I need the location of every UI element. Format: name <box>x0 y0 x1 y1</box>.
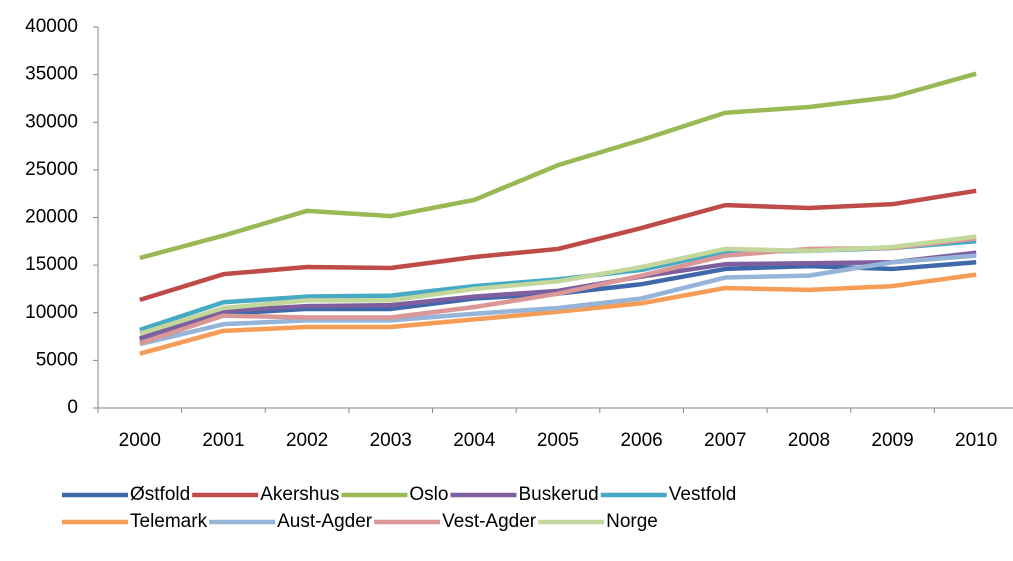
x-tick-label: 2000 <box>119 430 161 451</box>
y-tick-label: 25000 <box>25 159 78 180</box>
x-tick-label: 2009 <box>871 430 913 451</box>
x-tick-label: 2007 <box>704 430 746 451</box>
x-tick-label: 2001 <box>202 430 244 451</box>
legend-label: Vest-Agder <box>442 511 537 532</box>
legend-label: Akershus <box>260 484 339 505</box>
series-line <box>139 234 977 336</box>
series-line <box>139 272 977 356</box>
y-tick-label: 20000 <box>25 207 78 228</box>
x-tick-label: 2005 <box>537 430 579 451</box>
legend-label: Norge <box>606 511 658 532</box>
x-tick-label: 2010 <box>955 430 997 451</box>
series-line <box>139 188 977 303</box>
y-tick-label: 30000 <box>25 111 78 132</box>
x-tick-label: 2002 <box>286 430 328 451</box>
legend-label: Buskerud <box>518 484 598 505</box>
y-tick-label: 10000 <box>25 302 78 323</box>
x-tick-label: 2008 <box>788 430 830 451</box>
y-tick-label: 15000 <box>25 254 78 275</box>
series-line <box>139 250 977 341</box>
x-tick-label: 2003 <box>370 430 412 451</box>
y-tick-label: 5000 <box>36 349 78 370</box>
x-tick-label: 2006 <box>620 430 662 451</box>
y-tick-label: 40000 <box>25 16 78 37</box>
series-line <box>139 71 977 261</box>
x-tick-label: 2004 <box>453 430 496 451</box>
series-line <box>139 253 977 347</box>
legend-label: Østfold <box>130 484 190 505</box>
legend-label: Oslo <box>409 484 448 505</box>
legend-label: Vestfold <box>669 484 737 505</box>
legend-label: Aust-Agder <box>277 511 373 532</box>
y-tick-label: 35000 <box>25 64 78 85</box>
y-tick-label: 0 <box>67 397 78 418</box>
legend-label: Telemark <box>130 511 208 532</box>
